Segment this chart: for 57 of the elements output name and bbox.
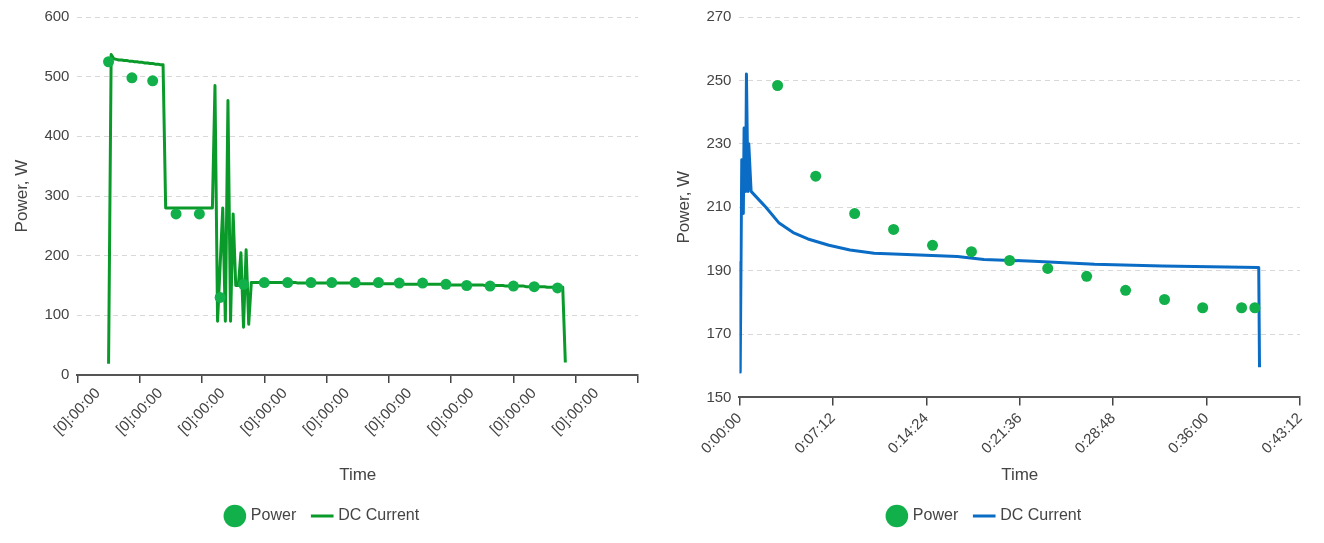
point xyxy=(810,170,822,182)
point xyxy=(349,277,361,289)
y-tick-label: 0 xyxy=(61,365,70,383)
point xyxy=(528,281,540,293)
y-tick-label: 300 xyxy=(44,186,70,204)
point xyxy=(126,72,138,84)
point xyxy=(1004,255,1016,267)
point xyxy=(1236,302,1248,314)
y-tick-label: 270 xyxy=(706,7,732,25)
point xyxy=(326,277,338,289)
y-tick-label: 400 xyxy=(44,126,70,144)
y-axis-title: Power, W xyxy=(11,159,31,233)
y-tick-label: 230 xyxy=(706,133,732,151)
point xyxy=(147,75,159,87)
point xyxy=(1081,270,1093,282)
point xyxy=(170,208,182,220)
point xyxy=(1159,294,1171,306)
legend-label: DC Current xyxy=(1000,506,1082,524)
point xyxy=(238,278,250,290)
y-tick-label: 200 xyxy=(44,245,70,263)
point xyxy=(1197,302,1209,314)
point xyxy=(1120,284,1132,296)
point xyxy=(103,56,115,68)
y-tick-label: 210 xyxy=(706,197,732,215)
point xyxy=(552,282,564,294)
point xyxy=(507,280,519,292)
x-axis-title: Time xyxy=(339,465,377,485)
y-tick-label: 100 xyxy=(44,305,70,323)
point xyxy=(305,277,317,289)
point xyxy=(772,79,784,91)
point xyxy=(440,278,452,290)
point xyxy=(282,277,294,289)
point xyxy=(461,280,473,291)
y-tick-label: 190 xyxy=(706,260,732,278)
y-tick-label: 250 xyxy=(706,70,732,88)
point xyxy=(927,239,939,251)
legend-label: DC Current xyxy=(338,506,420,524)
point xyxy=(849,208,861,220)
point xyxy=(965,246,977,258)
point xyxy=(258,277,270,289)
point xyxy=(1249,302,1261,314)
y-tick-label: 600 xyxy=(44,7,70,25)
x-axis-title: Time xyxy=(1001,465,1039,485)
legend-label: Power xyxy=(250,506,297,524)
point xyxy=(1042,262,1054,274)
point xyxy=(484,280,496,292)
point xyxy=(372,277,384,289)
point xyxy=(417,277,429,289)
point xyxy=(888,223,900,235)
legend-label: Power xyxy=(912,506,959,524)
point xyxy=(193,208,205,220)
y-tick-label: 150 xyxy=(706,387,732,405)
y-axis-title: Power, W xyxy=(673,170,693,244)
point xyxy=(214,291,226,303)
y-tick-label: 170 xyxy=(706,324,732,342)
point xyxy=(393,277,405,289)
y-tick-label: 500 xyxy=(44,66,70,84)
